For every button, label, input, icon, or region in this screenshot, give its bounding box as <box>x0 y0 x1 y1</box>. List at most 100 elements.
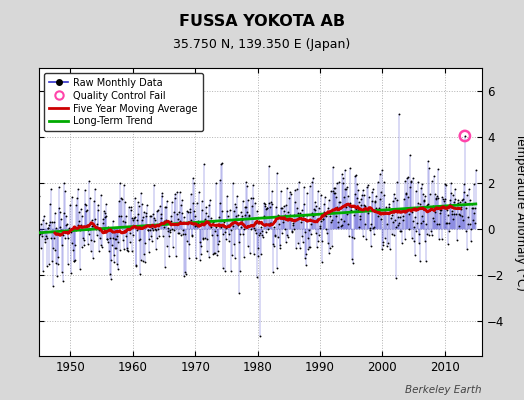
Point <box>154 207 162 214</box>
Point <box>71 202 80 208</box>
Point <box>53 272 61 279</box>
Point <box>156 203 164 210</box>
Point <box>303 212 311 218</box>
Point <box>247 226 255 232</box>
Point <box>112 245 120 252</box>
Point <box>300 201 308 208</box>
Point <box>264 225 272 232</box>
Point <box>455 212 464 218</box>
Point <box>336 199 344 205</box>
Point <box>445 197 454 204</box>
Point <box>405 225 413 232</box>
Point <box>370 224 378 230</box>
Point <box>272 204 280 210</box>
Point <box>83 227 92 233</box>
Point <box>79 235 87 242</box>
Point <box>192 222 200 228</box>
Point <box>48 258 57 264</box>
Point <box>311 199 319 205</box>
Point <box>356 213 365 220</box>
Point <box>113 233 122 240</box>
Point <box>345 203 354 209</box>
Point <box>57 216 66 222</box>
Point <box>405 210 413 217</box>
Point <box>267 220 275 226</box>
Point <box>437 204 445 210</box>
Point <box>383 243 391 249</box>
Point <box>319 216 328 222</box>
Point <box>389 232 398 238</box>
Point <box>428 232 436 238</box>
Point <box>385 203 394 210</box>
Point <box>434 221 443 228</box>
Point <box>391 274 400 281</box>
Point <box>309 213 318 219</box>
Point <box>342 204 351 210</box>
Point <box>165 253 173 259</box>
Point <box>120 246 128 252</box>
Point <box>131 214 139 220</box>
Point <box>334 224 343 230</box>
Point <box>460 181 468 187</box>
Point <box>103 236 112 242</box>
Point <box>82 207 91 214</box>
Point <box>97 226 106 232</box>
Point <box>334 218 342 225</box>
Point <box>375 171 384 178</box>
Point <box>114 239 123 245</box>
Point <box>322 213 331 219</box>
Point <box>439 203 447 209</box>
Point <box>451 186 459 192</box>
Point <box>417 220 425 226</box>
Point <box>36 229 45 235</box>
Point <box>189 174 198 181</box>
Point <box>213 232 221 238</box>
Point <box>346 200 354 206</box>
Point <box>92 226 100 232</box>
Point <box>142 210 150 216</box>
Point <box>70 258 79 264</box>
Point <box>387 215 395 222</box>
Point <box>278 230 287 236</box>
Point <box>354 187 363 193</box>
Point <box>214 248 223 254</box>
Point <box>269 269 277 275</box>
Point <box>195 239 204 245</box>
Point <box>323 240 332 246</box>
Point <box>171 253 180 259</box>
Point <box>104 239 112 246</box>
Point <box>292 245 300 251</box>
Point <box>219 265 227 272</box>
Point <box>134 211 143 218</box>
Point <box>95 226 104 232</box>
Point <box>286 212 294 218</box>
Point <box>351 191 359 197</box>
Point <box>352 172 361 178</box>
Point <box>290 226 298 232</box>
Point <box>96 242 105 248</box>
Point <box>125 226 133 232</box>
Point <box>411 252 419 258</box>
Point <box>374 213 383 219</box>
Point <box>222 208 231 215</box>
Point <box>92 232 101 238</box>
Point <box>450 210 458 217</box>
Point <box>187 191 195 197</box>
Point <box>243 183 251 190</box>
Point <box>274 212 282 218</box>
Point <box>298 206 306 213</box>
Point <box>178 197 187 203</box>
Point <box>279 219 288 226</box>
Point <box>52 260 60 266</box>
Point <box>461 133 469 139</box>
Point <box>423 202 432 208</box>
Point <box>190 208 198 214</box>
Point <box>150 182 158 188</box>
Point <box>444 228 453 234</box>
Point <box>317 192 325 198</box>
Point <box>242 204 250 211</box>
Point <box>143 213 151 219</box>
Point <box>258 227 267 234</box>
Point <box>254 253 263 259</box>
Point <box>156 215 165 221</box>
